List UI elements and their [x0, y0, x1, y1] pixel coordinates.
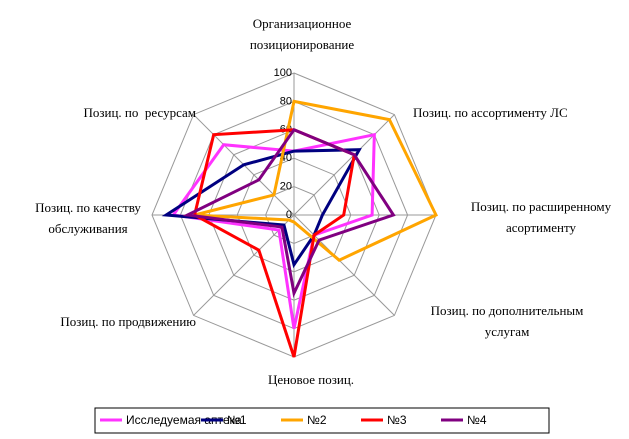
legend-label: №2 — [307, 413, 327, 427]
category-label: Ценовое позиц. — [268, 372, 354, 387]
category-label: Позиц. по дополнительным услугам — [431, 303, 584, 339]
category-label: Организационное позиционирование — [250, 16, 355, 52]
legend-label: Исследуемая аптека — [126, 413, 242, 427]
category-label: Позиц. по ассортименту ЛС — [413, 105, 568, 120]
spoke — [293, 214, 395, 316]
series-line — [182, 127, 396, 298]
series-line — [161, 148, 362, 269]
category-label: Позиц. по качеству обслуживания — [35, 200, 141, 236]
category-label: Позиц. по расширенному асортименту — [471, 199, 612, 235]
spoke — [293, 114, 395, 216]
legend-label: №1 — [227, 413, 247, 427]
r-tick-label: 0 — [286, 209, 292, 221]
legend-box — [94, 407, 550, 434]
category-label: Позиц. по продвижению — [60, 314, 196, 329]
r-tick-label: 80 — [280, 95, 292, 107]
category-label: Позиц. по ресурсам — [83, 105, 196, 120]
r-tick-label: 20 — [280, 181, 292, 193]
r-tick-label: 100 — [274, 67, 292, 79]
legend-label: №3 — [387, 413, 407, 427]
spoke — [193, 214, 295, 316]
series-line — [192, 128, 356, 358]
legend-label: №4 — [467, 413, 487, 427]
series-line — [194, 99, 439, 262]
